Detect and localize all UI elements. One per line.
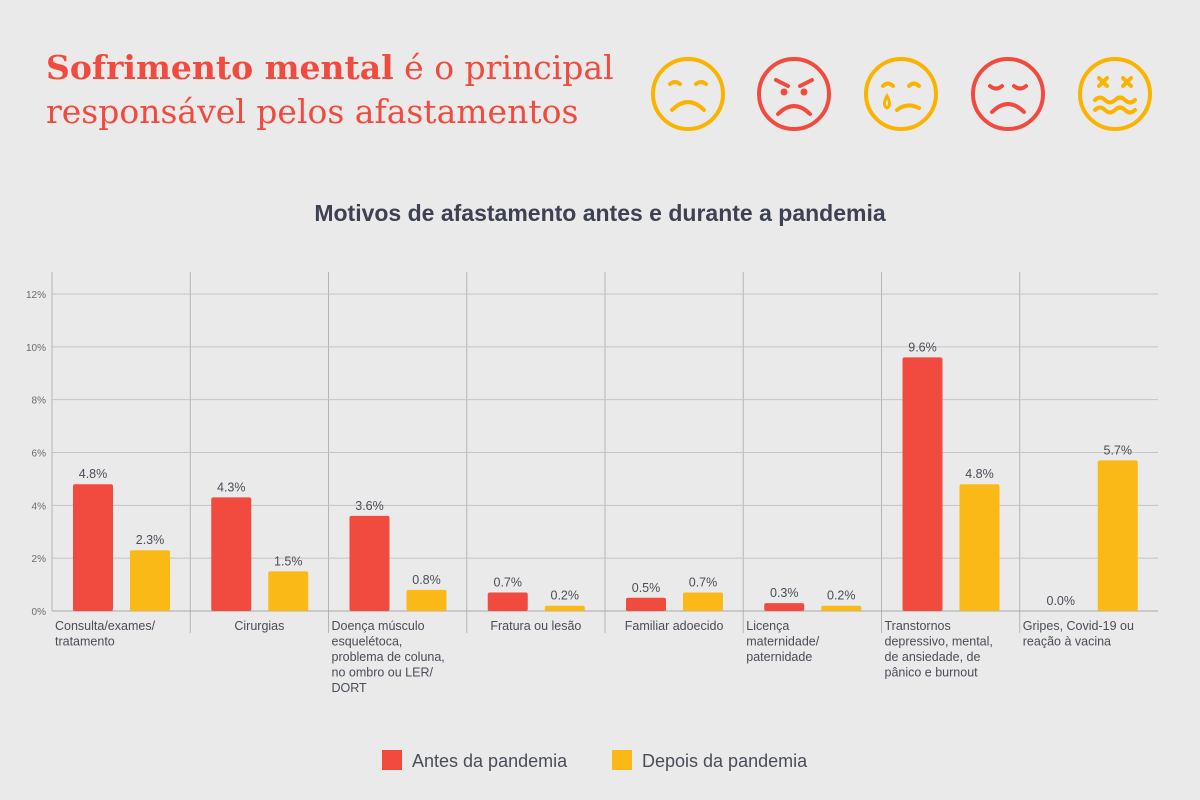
bar-after <box>683 592 723 611</box>
data-label: 3.6% <box>355 499 384 513</box>
x-tick-label: Gripes, Covid-19 ou reação à vacina <box>1023 619 1134 649</box>
y-tick-label: 0% <box>32 607 47 618</box>
x-tick-label: Cirurgias <box>234 619 284 633</box>
bar-before <box>626 597 666 611</box>
legend: Antes da pandemia Depois da pandemia <box>0 748 1200 774</box>
bar-before <box>211 497 252 611</box>
y-tick-label: 10% <box>26 343 46 354</box>
data-label: 5.7% <box>1104 443 1133 457</box>
x-tick-label: Doença músculo esquelétoca, problema de co… <box>332 619 445 695</box>
bar-before <box>73 484 113 611</box>
x-tick-label: Transtornos depressivo, mental, de ansieda… <box>885 619 993 680</box>
sad-face-icon <box>651 57 725 131</box>
legend-swatch-after <box>612 750 632 770</box>
headline-rest: é o principal <box>393 48 614 87</box>
data-label: 0.2% <box>551 589 580 603</box>
x-tick-label: Consulta/exames/tratamento <box>55 619 156 649</box>
emoji-faces <box>648 54 1158 134</box>
sad-closed-eyes-face-icon <box>971 57 1045 131</box>
data-label: 0.7% <box>689 576 718 590</box>
bar-chart: 0% 2% 4% 6% 8% 10% 12% 4.8% 4.3% 3.6% 0.7% 0.5% 0.3%… <box>26 272 1158 695</box>
data-label: 0.5% <box>632 581 661 595</box>
bar-before <box>902 357 943 611</box>
data-label: 2.3% <box>136 533 165 547</box>
headline: Sofrimento mental é o principal responsá… <box>46 46 646 134</box>
x-tick-label: Licença maternidade/paternidade <box>746 619 819 664</box>
bar-after <box>268 571 309 611</box>
y-tick-label: 4% <box>32 501 47 512</box>
data-label: 0.7% <box>494 576 523 590</box>
bar-after <box>821 605 862 611</box>
data-label: 0.2% <box>827 589 856 603</box>
bar-after <box>406 589 447 611</box>
data-label: 4.8% <box>965 467 994 481</box>
crying-face-icon <box>864 57 938 131</box>
y-tick-label: 2% <box>32 554 47 565</box>
dizzy-face-icon <box>1078 57 1152 131</box>
bar-after <box>959 484 1000 611</box>
data-label: 9.6% <box>908 340 937 354</box>
y-tick-label: 12% <box>26 290 46 301</box>
data-label: 0.8% <box>412 573 441 587</box>
headline-bold: Sofrimento mental <box>46 48 394 87</box>
chart-title: Motivos de afastamento antes e durante a… <box>314 200 886 226</box>
angry-face-icon <box>757 57 831 131</box>
y-tick-label: 8% <box>32 396 47 407</box>
x-tick-label: Fratura ou lesão <box>490 619 581 633</box>
x-tick-label: Familiar adoecido <box>625 619 724 633</box>
legend-swatch-before <box>382 750 402 770</box>
bar-before <box>487 592 528 611</box>
bar-before <box>764 603 805 611</box>
bar-after <box>1097 460 1138 611</box>
bar-before <box>349 515 390 611</box>
legend-label-after: Depois da pandemia <box>642 751 808 771</box>
data-label: 1.5% <box>274 554 303 568</box>
data-label: 4.8% <box>79 467 108 481</box>
legend-label-before: Antes da pandemia <box>412 751 568 771</box>
data-label: 0.0% <box>1047 594 1076 608</box>
data-label: 0.3% <box>770 586 799 600</box>
headline-line2: responsável pelos afastamentos <box>46 92 579 131</box>
bar-after <box>544 605 585 611</box>
data-label: 4.3% <box>217 480 246 494</box>
bar-after <box>130 550 170 611</box>
y-tick-label: 6% <box>32 449 47 460</box>
